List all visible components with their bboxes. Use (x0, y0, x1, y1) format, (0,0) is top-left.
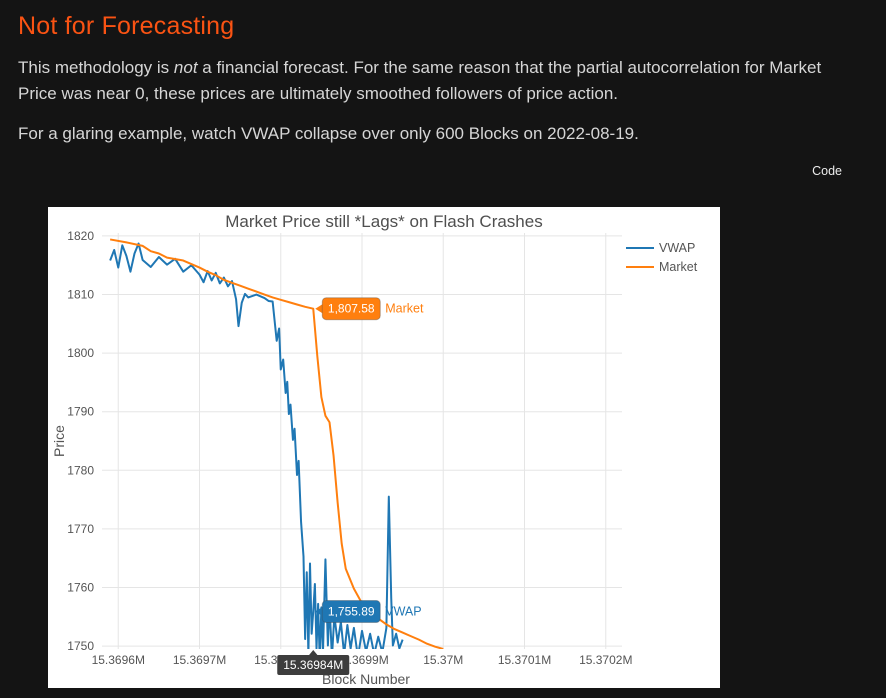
hover-labels: 1,807.58 Market 1,755.89 VWAP 15.36984M (277, 296, 424, 675)
x-tick-label: 15.37M (423, 653, 463, 667)
y-tick-label: 1790 (67, 404, 94, 418)
hover-series-name: Market (385, 301, 424, 315)
chart-panel: 15.3696M15.3697M15.3698M15.3699M15.37M15… (48, 206, 720, 688)
y-tick-label: 1820 (67, 228, 94, 242)
x-tick-label: 15.3697M (173, 653, 226, 667)
y-axis-ticks: 1750 1760 1770 1780 1790 1800 1810 1820 (67, 228, 94, 652)
x-tick-label: 15.3696M (92, 653, 145, 667)
legend-item-vwap[interactable]: VWAP (626, 241, 695, 255)
market-line[interactable] (109, 237, 444, 649)
vwap-line[interactable] (109, 242, 404, 660)
x-tick-label: 15.3702M (579, 653, 632, 667)
intro-text-italic: not (173, 58, 198, 77)
x-tick-label: 15.3701M (498, 653, 551, 667)
legend-label: VWAP (659, 241, 695, 255)
y-tick-label: 1760 (67, 580, 94, 594)
y-tick-label: 1750 (67, 639, 94, 653)
code-fold-button[interactable]: Code (808, 162, 846, 180)
intro-text-pre: This methodology is (18, 58, 174, 77)
intro-text-post: a financial forecast. For the same reaso… (18, 58, 822, 103)
hover-label-vwap: 1,755.89 VWAP (315, 599, 422, 623)
price-chart[interactable]: 15.3696M15.3697M15.3698M15.3699M15.37M15… (48, 207, 720, 688)
x-axis-tooltip: 15.36984M (277, 649, 350, 675)
intro-paragraph: This methodology is not a financial fore… (18, 55, 846, 106)
chart-title: Market Price still *Lags* on Flash Crash… (225, 212, 542, 231)
y-tick-label: 1800 (67, 346, 94, 360)
hover-series-name: VWAP (385, 604, 421, 618)
y-axis-title: Price (51, 424, 67, 456)
hover-label-market: 1,807.58 Market (315, 296, 424, 320)
legend-label: Market (659, 260, 698, 274)
legend-item-market[interactable]: Market (626, 260, 698, 274)
y-tick-label: 1770 (67, 521, 94, 535)
code-fold-row: Code (18, 162, 846, 180)
gridlines (102, 232, 622, 649)
example-paragraph: For a glaring example, watch VWAP collap… (18, 124, 639, 143)
section-heading: Not for Forecasting (18, 12, 235, 40)
y-tick-label: 1780 (67, 463, 94, 477)
y-tick-label: 1810 (67, 287, 94, 301)
legend: VWAP Market (626, 241, 698, 274)
hover-value: 1,807.58 (328, 301, 375, 315)
x-axis-ticks: 15.3696M15.3697M15.3698M15.3699M15.37M15… (92, 653, 633, 667)
hover-value: 1,755.89 (328, 604, 375, 618)
x-tooltip-value: 15.36984M (283, 658, 343, 672)
